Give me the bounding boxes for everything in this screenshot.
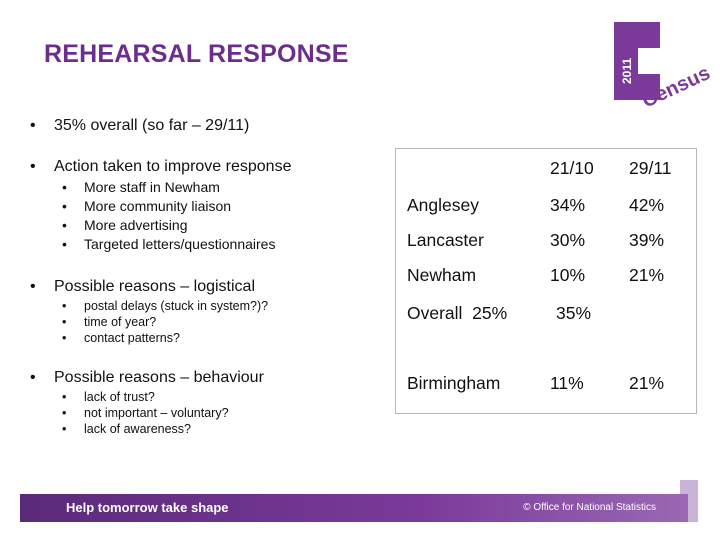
row-value-29-11: 21% [629, 373, 665, 393]
row-area: Anglesey [407, 195, 479, 215]
row-value-21-10: 10% [550, 265, 586, 285]
footer-bar: Help tomorrow take shape © Office for Na… [20, 494, 688, 522]
bullet-dot: • [30, 278, 36, 295]
bullet-behaviour-label: Possible reasons – behaviour [54, 369, 264, 386]
bullet-dot: • [30, 158, 36, 175]
bullet-action-label: Action taken to improve response [54, 158, 292, 175]
row-value-29-11: 21% [629, 265, 665, 285]
bullet-dot: • [30, 369, 36, 386]
census-logo-year: 2011 [620, 58, 634, 84]
footer-credit: © Office for National Statistics [523, 502, 656, 513]
row-value-21-10: 30% [550, 230, 586, 250]
footer-tagline: Help tomorrow take shape [66, 500, 229, 515]
census-logo-c-shape [614, 22, 660, 100]
row-area: Overall 25% [407, 303, 508, 323]
bullet-dot: • [30, 117, 36, 134]
column-header-29-11: 29/11 [629, 158, 672, 178]
row-value-29-11: 42% [629, 195, 665, 215]
row-area: Newham [407, 265, 477, 285]
response-table: 21/10 29/11 Anglesey 34% 42% Lancaster 3… [395, 148, 697, 414]
census-logo: 2011 Census [614, 22, 710, 113]
row-area: Birmingham [407, 373, 501, 393]
column-header-21-10: 21/10 [550, 158, 594, 178]
row-value-21-10: 11% [550, 373, 584, 393]
slide-title: REHEARSAL RESPONSE [44, 40, 349, 68]
bullet-overall-text: 35% overall (so far – 29/11) [54, 117, 250, 134]
row-value-21-10: 34% [550, 195, 586, 215]
row-area: Lancaster [407, 230, 484, 250]
row-value-21-10: 35% [556, 303, 592, 323]
row-value-29-11: 39% [629, 230, 665, 250]
census-logo-word: Census [639, 62, 710, 112]
bullet-logistical-label: Possible reasons – logistical [54, 278, 255, 295]
